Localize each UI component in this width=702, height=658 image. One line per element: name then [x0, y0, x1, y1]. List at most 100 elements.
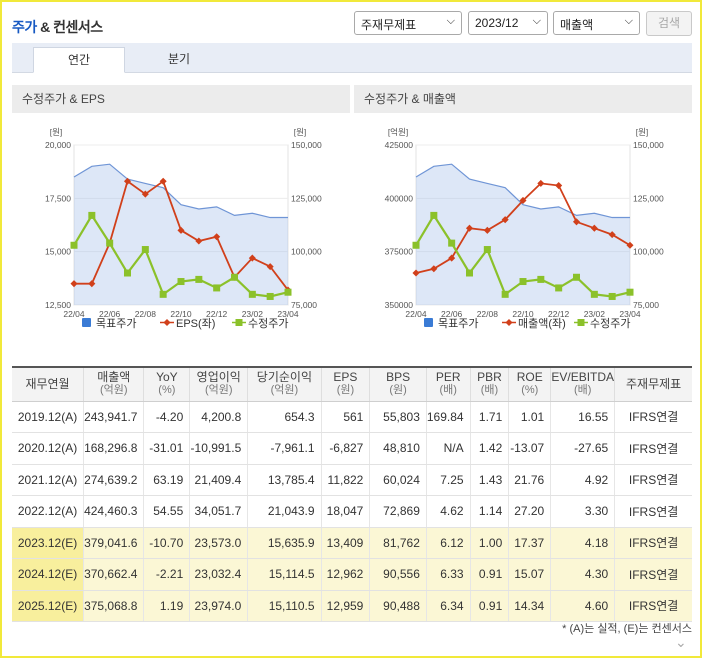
tab-annual[interactable]: 연간	[33, 47, 125, 73]
statement-select[interactable]: 주재무제표 ⌵	[354, 11, 462, 35]
column-header-unit: (%)	[158, 384, 176, 397]
table-cell: 14.34	[508, 590, 551, 622]
column-header-unit: (억원)	[204, 384, 233, 397]
tab-quarterly[interactable]: 분기	[167, 52, 191, 66]
table-cell: 654.3	[247, 401, 322, 433]
data-point-square	[537, 275, 545, 283]
column-header-label: PER	[435, 370, 461, 385]
column-header-label: EPS	[333, 370, 358, 385]
y-tick-label-right: 150,000	[291, 140, 322, 150]
y-tick-label-left: 400000	[385, 193, 414, 203]
column-header-unit: (원)	[336, 384, 355, 397]
chevron-down-icon[interactable]: ⌄	[675, 634, 687, 650]
column-header: 매출액 (억원)	[83, 366, 144, 402]
y-tick-label-right: 150,000	[633, 140, 664, 150]
data-point-square	[555, 284, 563, 292]
data-point-square	[573, 273, 580, 281]
column-header-label: 재무연월	[25, 376, 70, 391]
table-cell: -13.07	[508, 432, 551, 465]
column-header-label: 주재무제표	[626, 376, 682, 391]
table-cell: 2022.12(A)	[12, 495, 84, 528]
column-header-label: 매출액	[97, 370, 131, 385]
table-cell: -31.01	[143, 432, 190, 465]
data-point-square	[519, 278, 527, 286]
table-cell: 12,962	[320, 558, 370, 591]
data-point-square	[430, 211, 438, 219]
column-header-unit: (억원)	[270, 384, 299, 397]
table-cell: 27.20	[508, 495, 551, 528]
table-cell: 2024.12(E)	[12, 558, 84, 591]
table-cell: 48,810	[369, 432, 427, 465]
data-point-square	[483, 246, 491, 254]
y-tick-label-left: 375000	[385, 247, 414, 257]
right-axis-unit: [원]	[294, 127, 307, 137]
table-cell: 17.37	[508, 527, 551, 559]
table-row: 2023.12(E) 379,041.6 -10.70 23,573.0 15,635.…	[12, 527, 692, 559]
x-tick-label: 22/08	[477, 309, 499, 319]
table-cell: 2023.12(E)	[12, 527, 84, 559]
table-cell: -27.65	[550, 432, 615, 465]
table-cell: 4,200.8	[189, 401, 248, 433]
table-row: 2020.12(A) 168,296.8 -31.01 -10,991.5 -7,961…	[12, 432, 692, 465]
chart-revenue: 425000 400000 375000 350000 150,000 125,000 10…	[385, 127, 664, 330]
table-cell: 0.91	[469, 558, 509, 591]
x-tick-label: 22/12	[548, 309, 570, 319]
chart-eps: 20,000 17,500 15,000 12,500 150,000 125,000 10…	[45, 127, 322, 330]
column-header-label: EV/EBITDA	[551, 370, 615, 385]
table-row: 2021.12(A) 274,639.2 63.19 21,409.4 13,785.4…	[12, 464, 692, 496]
column-header-label: PBR	[477, 370, 502, 385]
chart-title: 수정주가 & EPS	[12, 85, 350, 113]
table-cell: 379,041.6	[83, 527, 144, 559]
table-cell: 4.30	[550, 558, 615, 591]
table-cell: 2021.12(A)	[12, 464, 84, 496]
data-point-diamond	[177, 226, 185, 234]
table-cell: -10,991.5	[189, 432, 248, 465]
y-tick-label-left: 350000	[385, 300, 414, 310]
table-row: 2019.12(A) 243,941.7 -4.20 4,200.8 654.3 561 5…	[12, 401, 692, 433]
y-tick-label-left: 17,500	[45, 193, 71, 203]
table-cell: 15,114.5	[247, 558, 322, 591]
x-tick-label: 23/02	[584, 309, 606, 319]
data-point-square	[284, 288, 292, 296]
x-tick-label: 22/08	[135, 309, 157, 319]
table-cell: 1.19	[143, 590, 190, 622]
table-cell: -10.70	[143, 527, 190, 559]
table-cell: 274,639.2	[83, 464, 144, 496]
chart-panel-eps: 수정주가 & EPS 20,000 17,500 15,000 12,500 150,0…	[12, 85, 350, 340]
metric-select[interactable]: 매출액 ⌵	[553, 11, 640, 35]
column-header: PBR (배)	[469, 366, 509, 402]
legend-label: 목표주가	[438, 317, 478, 330]
column-header: EPS (원)	[320, 366, 370, 402]
data-point-square	[266, 292, 274, 300]
chart-title: 수정주가 & 매출액	[354, 85, 692, 113]
table-cell: -7,961.1	[247, 432, 322, 465]
data-point-square	[141, 246, 149, 254]
column-header: 주재무제표	[614, 366, 692, 402]
data-point-square	[412, 241, 420, 249]
column-header: ROE (%)	[508, 366, 551, 402]
table-cell: 81,762	[369, 527, 427, 559]
data-point-square	[231, 273, 238, 281]
column-header: YoY (%)	[143, 366, 190, 402]
column-header: 영업이익 (억원)	[189, 366, 248, 402]
page-title-main: 주가	[12, 19, 37, 35]
table-cell: N/A	[425, 432, 471, 465]
search-button[interactable]: 검색	[646, 11, 692, 36]
table-cell: 21,409.4	[189, 464, 248, 496]
table-cell: 4.60	[550, 590, 615, 622]
column-header-unit: (억원)	[99, 384, 128, 397]
data-point-square	[177, 278, 185, 286]
table-cell: IFRS연결	[614, 464, 692, 496]
table-cell: 1.42	[469, 432, 509, 465]
left-axis-unit: [원]	[50, 127, 63, 137]
data-point-square	[213, 284, 221, 292]
legend-marker	[505, 318, 513, 327]
data-point-square	[159, 290, 167, 298]
table-header-row: 재무연월 매출액 (억원) YoY (%) 영업이익 (억원) 당기순이익 (억원) EPS (원)…	[12, 366, 692, 402]
data-point-diamond	[123, 177, 132, 185]
table-cell: 561	[320, 401, 370, 433]
data-point-square	[466, 269, 473, 277]
table-cell: 54.55	[143, 495, 190, 528]
table-cell: 0.91	[469, 590, 509, 622]
period-select[interactable]: 2023/12 ⌵	[468, 11, 548, 35]
